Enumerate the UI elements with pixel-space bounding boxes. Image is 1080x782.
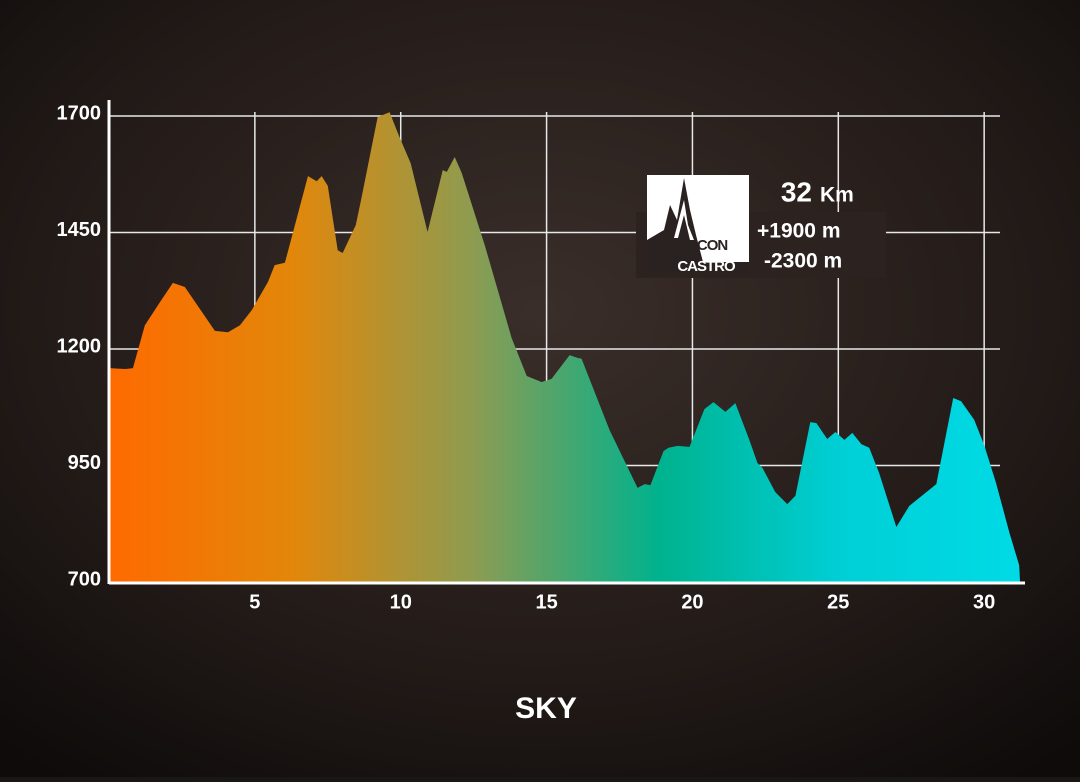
elevation-area <box>109 112 1021 583</box>
x-tick-label: 5 <box>249 591 260 613</box>
x-tick-label: 20 <box>681 591 703 613</box>
y-tick-label: 1700 <box>57 102 102 124</box>
elevation-loss: -2300 m <box>764 250 842 273</box>
info-box: PICON CASTRO 32 Km +1900 m -2300 m <box>647 175 854 275</box>
logo-text-top: PICON <box>685 237 728 254</box>
x-tick-label: 10 <box>390 591 412 613</box>
logo-peak <box>674 200 694 240</box>
logo-mountain <box>647 178 749 272</box>
x-tick-label: 30 <box>973 591 995 613</box>
x-tick-label: 15 <box>535 591 557 613</box>
elevation-gain: +1900 m <box>757 220 841 243</box>
y-tick-label: 1450 <box>57 219 102 241</box>
distance-unit: Km <box>820 184 854 207</box>
plot <box>109 112 1021 583</box>
logo-text-bottom: CASTRO <box>677 258 736 275</box>
y-tick-label: 700 <box>68 568 101 590</box>
x-tick-label: 25 <box>827 591 849 613</box>
distance: 32 <box>781 176 812 207</box>
chart-title: SKY <box>515 692 577 725</box>
y-tick-label: 950 <box>68 452 101 474</box>
y-tick-label: 1200 <box>57 335 102 357</box>
